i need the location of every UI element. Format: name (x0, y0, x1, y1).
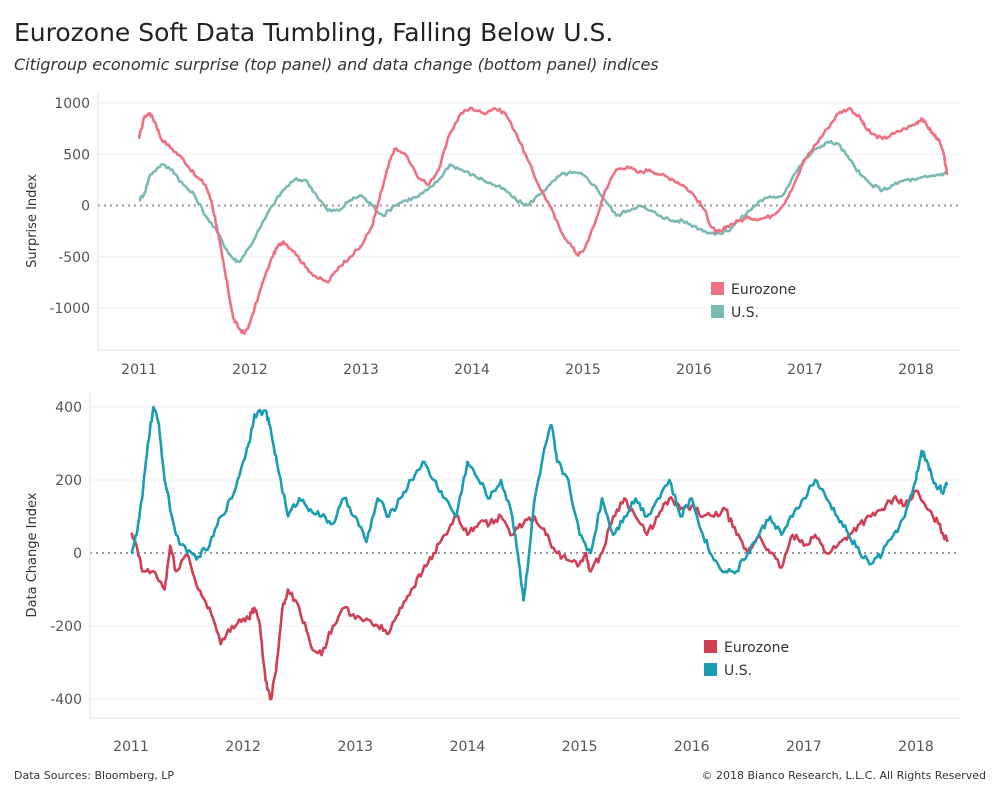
series-line-us (138, 139, 948, 264)
x-tick-label: 2015 (562, 739, 598, 755)
y-tick-label: 400 (55, 400, 82, 416)
x-tick-label: 2011 (121, 362, 157, 378)
x-tick-label: 2014 (454, 362, 490, 378)
y-axis-title: Data Change Index (25, 492, 40, 617)
y-tick-label: 500 (63, 147, 90, 163)
data-source-note: Data Sources: Bloomberg, LP (14, 769, 175, 782)
y-tick-label: 1000 (54, 96, 90, 112)
x-tick-label: 2013 (337, 739, 373, 755)
series-line-eurozone (130, 489, 949, 701)
y-tick-label: 0 (73, 546, 82, 562)
x-tick-label: 2016 (674, 739, 710, 755)
legend-swatch-us (711, 305, 724, 318)
x-tick-label: 2013 (343, 362, 379, 378)
x-tick-label: 2018 (898, 362, 934, 378)
data-change-panel: 400 200 0 -200 -400 2011 2012 2013 2014 2015 2016 2… (25, 392, 960, 755)
y-tick-label: -400 (50, 692, 82, 708)
x-tick-label: 2015 (565, 362, 601, 378)
legend-label-eurozone: Eurozone (724, 640, 789, 656)
y-tick-label: 0 (81, 199, 90, 215)
x-tick-label: 2012 (225, 739, 261, 755)
legend-label-us: U.S. (724, 663, 752, 679)
y-tick-label: 200 (55, 473, 82, 489)
x-tick-label: 2016 (676, 362, 712, 378)
legend-label-us: U.S. (731, 305, 759, 321)
y-axis-title: Surprise Index (25, 174, 40, 268)
y-tick-label: -200 (50, 619, 82, 635)
x-tick-label: 2011 (113, 739, 149, 755)
y-tick-label: -1000 (49, 301, 90, 317)
x-tick-label: 2017 (787, 362, 823, 378)
chart-subtitle: Citigroup economic surprise (top panel) … (14, 55, 659, 74)
x-tick-label: 2017 (786, 739, 822, 755)
copyright-note: © 2018 Bianco Research, L.L.C. All Right… (701, 769, 986, 782)
legend-swatch-us (704, 663, 717, 676)
legend-swatch-eurozone (711, 282, 724, 295)
series-line-eurozone (137, 106, 949, 335)
x-tick-label: 2014 (450, 739, 486, 755)
y-tick-label: -500 (58, 250, 90, 266)
x-tick-label: 2012 (232, 362, 268, 378)
legend-label-eurozone: Eurozone (731, 282, 796, 298)
legend-swatch-eurozone (704, 640, 717, 653)
surprise-panel: 1000 500 0 -500 -1000 2011 2012 2013 2014 2015 201… (25, 92, 960, 378)
x-tick-label: 2018 (898, 739, 934, 755)
series-line-us (130, 405, 949, 602)
chart-title: Eurozone Soft Data Tumbling, Falling Bel… (14, 18, 614, 47)
